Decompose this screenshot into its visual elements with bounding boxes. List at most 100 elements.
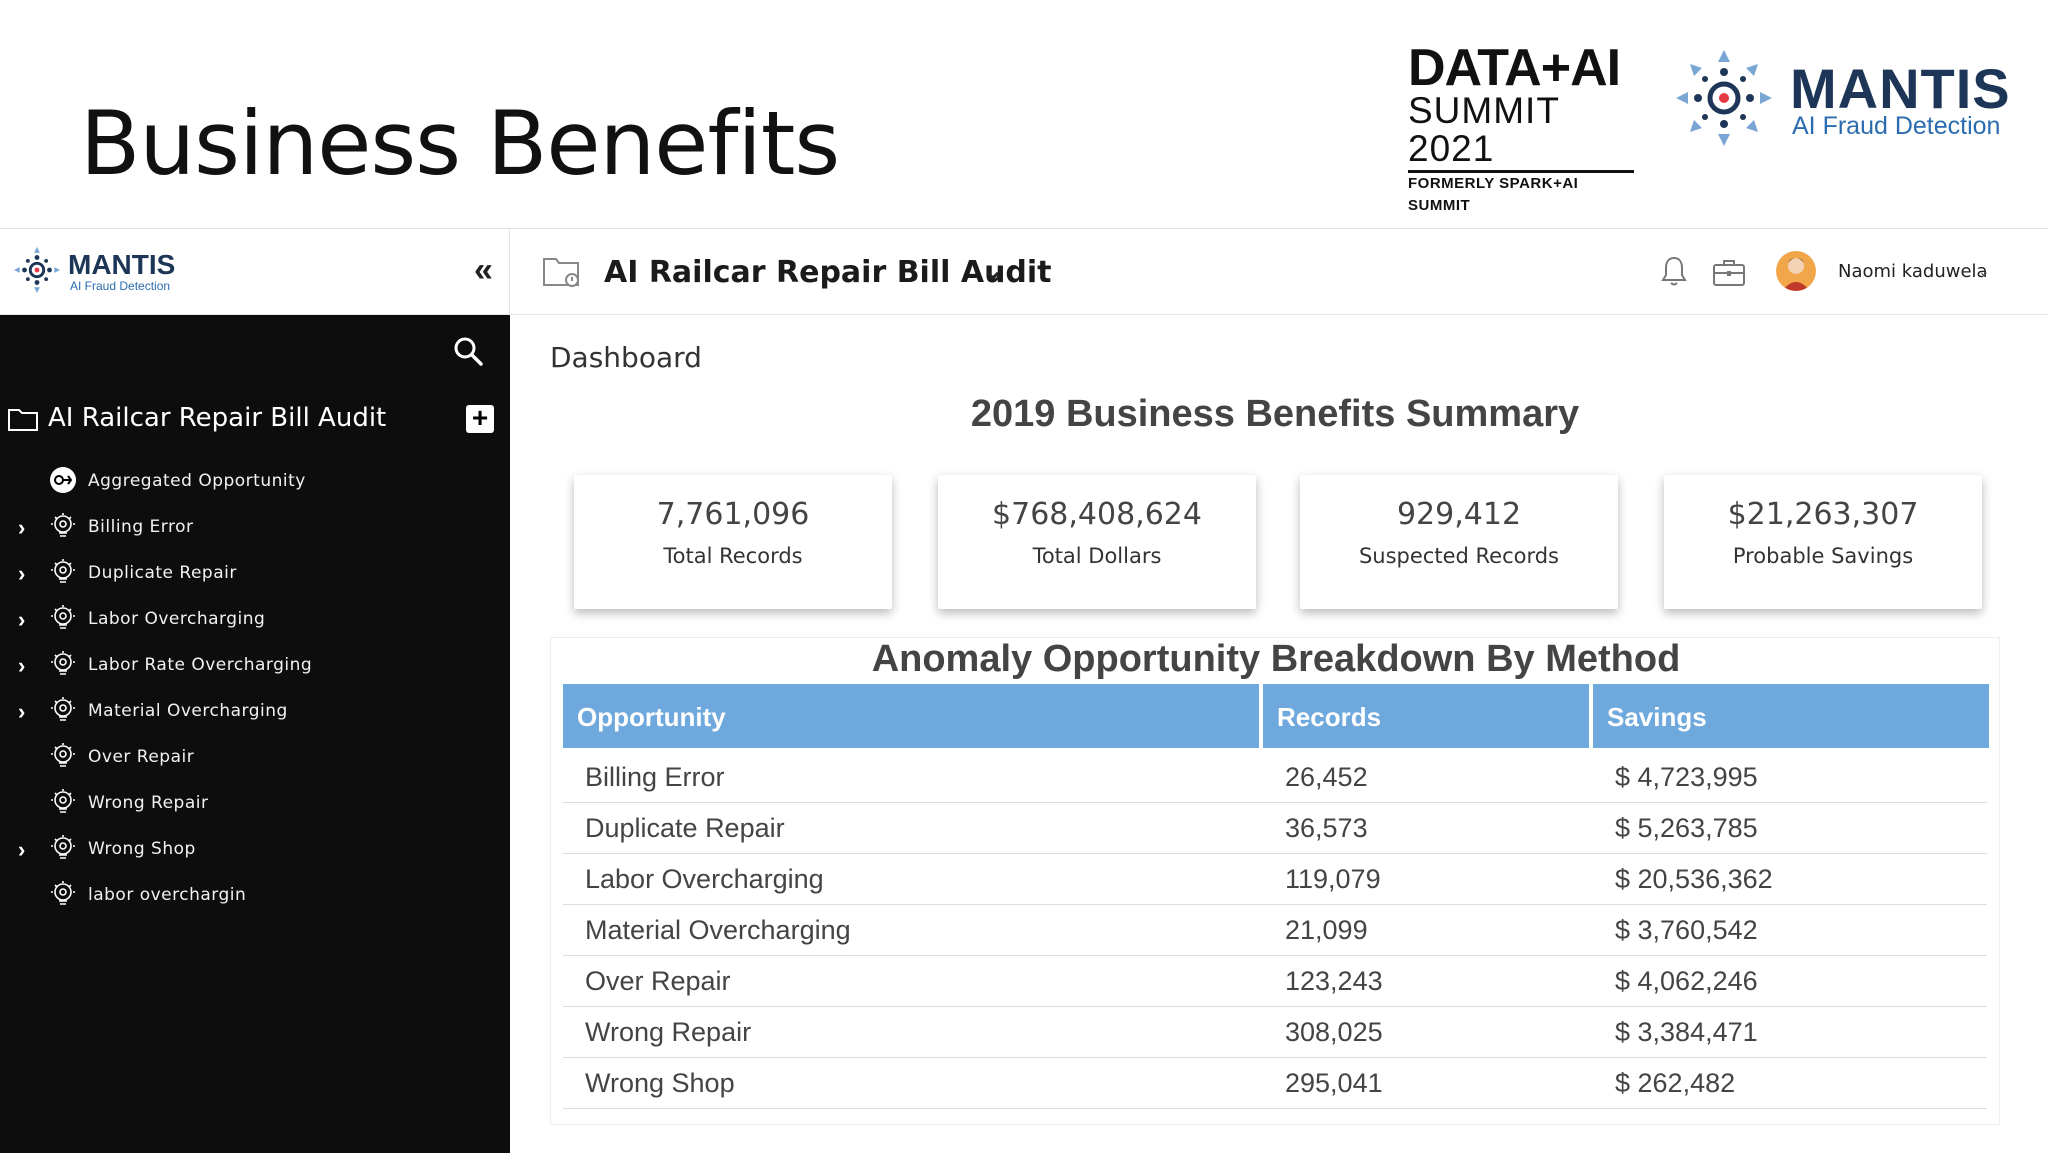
summit-logo-line3: FORMERLY SPARK+AI SUMMIT xyxy=(1408,175,1579,214)
stat-card-probable-savings: $21,263,307 Probable Savings xyxy=(1664,475,1982,609)
sidebar-brand-name: MANTIS xyxy=(68,249,176,280)
stat-caption: Probable Savings xyxy=(1732,544,1914,568)
column-header-records[interactable]: Records xyxy=(1263,684,1589,748)
table-row: Wrong Shop 295,041 $ 262,482 xyxy=(563,1058,1987,1109)
sidebar-item[interactable]: › Labor Overcharging xyxy=(0,597,510,641)
cell-opportunity: Billing Error xyxy=(585,762,725,792)
opportunity-table: Anomaly Opportunity Breakdown By Method … xyxy=(550,637,2000,1125)
slide-title: Business Benefits xyxy=(80,92,840,195)
table-row: Material Overcharging 21,099 $ 3,760,542 xyxy=(563,905,1987,956)
page-title: Dashboard xyxy=(550,341,702,374)
cell-opportunity: Material Overcharging xyxy=(585,915,851,945)
folder-icon xyxy=(8,409,38,431)
chevron-right-icon[interactable]: › xyxy=(18,653,26,678)
lightbulb-gear-icon xyxy=(51,743,75,767)
cell-savings: $ 262,482 xyxy=(1615,1068,1736,1098)
sidebar-brand-tagline: AI Fraud Detection xyxy=(70,279,171,293)
cell-savings: $ 3,384,471 xyxy=(1615,1017,1758,1047)
chevron-right-icon[interactable]: › xyxy=(18,607,26,632)
stat-caption: Suspected Records xyxy=(1358,544,1560,568)
chevron-right-icon[interactable]: › xyxy=(18,837,26,862)
column-header-savings[interactable]: Savings xyxy=(1593,684,1989,748)
avatar[interactable] xyxy=(1776,251,1816,291)
sidebar-item-label: labor overchargin xyxy=(88,885,247,905)
table-row: Duplicate Repair 36,573 $ 5,263,785 xyxy=(563,803,1987,854)
user-menu-chevron-icon[interactable]: ⌄ xyxy=(1978,263,1990,279)
mantis-brand-tagline: AI Fraud Detection xyxy=(1792,112,2001,140)
sidebar-item[interactable]: labor overchargin xyxy=(0,873,510,917)
mantis-brand-logo: MANTIS AI Fraud Detection xyxy=(1672,46,2012,156)
cell-opportunity: Labor Overcharging xyxy=(585,864,824,894)
sidebar-item-label: Labor Rate Overcharging xyxy=(88,655,313,675)
app-window: MANTIS AI Fraud Detection « AI Railcar R… xyxy=(0,228,2048,1153)
cell-opportunity: Wrong Repair xyxy=(585,1017,752,1047)
sidebar-item[interactable]: Over Repair xyxy=(0,735,510,779)
chevron-right-icon[interactable]: › xyxy=(18,561,26,586)
summit-logo-line2: SUMMIT 2021 xyxy=(1408,92,1634,173)
sidebar-item[interactable]: › Material Overcharging xyxy=(0,689,510,733)
cell-records: 295,041 xyxy=(1285,1068,1383,1098)
user-name[interactable]: Naomi kaduwela xyxy=(1838,261,1988,282)
summit-logo: DATA+AI SUMMIT 2021 FORMERLY SPARK+AI SU… xyxy=(1408,39,1634,217)
cell-records: 26,452 xyxy=(1285,762,1368,792)
lightbulb-gear-icon xyxy=(51,835,75,859)
stat-value: $768,408,624 xyxy=(992,497,1202,532)
lightbulb-gear-icon xyxy=(51,559,75,583)
sidebar-item-label: Aggregated Opportunity xyxy=(88,471,306,491)
dashboard: Dashboard 2019 Business Benefits Summary… xyxy=(510,315,2048,1153)
cell-savings: $ 20,536,362 xyxy=(1615,864,1773,894)
stat-card-total-records: 7,761,096 Total Records xyxy=(574,475,892,609)
chevron-right-icon[interactable]: › xyxy=(18,515,26,540)
chevron-right-icon[interactable]: › xyxy=(18,699,26,724)
sidebar-item[interactable]: › Labor Rate Overcharging xyxy=(0,643,510,687)
briefcase-icon[interactable] xyxy=(1712,257,1746,287)
sidebar-item[interactable]: › Billing Error xyxy=(0,505,510,549)
user-avatar-icon xyxy=(1782,258,1810,291)
project-folder-icon xyxy=(543,258,579,287)
sidebar-header: MANTIS AI Fraud Detection « xyxy=(0,229,510,315)
lightbulb-gear-icon xyxy=(51,513,75,537)
cell-opportunity: Over Repair xyxy=(585,966,731,996)
table-row: Over Repair 123,243 $ 4,062,246 xyxy=(563,956,1987,1007)
stat-value: 7,761,096 xyxy=(656,497,810,532)
cell-records: 21,099 xyxy=(1285,915,1368,945)
cell-records: 119,079 xyxy=(1285,864,1381,894)
cell-records: 123,243 xyxy=(1285,966,1383,996)
mantis-small-logo-icon xyxy=(13,246,61,294)
mantis-brand-name: MANTIS xyxy=(1790,57,2011,120)
table-row: Labor Overcharging 119,079 $ 20,536,362 xyxy=(563,854,1987,905)
sidebar-item[interactable]: › Duplicate Repair xyxy=(0,551,510,595)
sidebar-item[interactable]: › Wrong Shop xyxy=(0,827,510,871)
sidebar-item[interactable]: Wrong Repair xyxy=(0,781,510,825)
sidebar-item[interactable]: Aggregated Opportunity xyxy=(0,459,510,503)
cell-records: 308,025 xyxy=(1285,1017,1383,1047)
stat-value: 929,412 xyxy=(1396,497,1522,532)
sidebar-project[interactable]: AI Railcar Repair Bill Audit + xyxy=(0,399,510,439)
sidebar-item-label: Labor Overcharging xyxy=(88,609,266,629)
search-icon[interactable] xyxy=(452,335,484,367)
summary-title: 2019 Business Benefits Summary xyxy=(970,393,1580,435)
column-header-opportunity[interactable]: Opportunity xyxy=(563,684,1259,748)
add-button[interactable]: + xyxy=(466,404,494,433)
cell-opportunity: Wrong Shop xyxy=(585,1068,735,1098)
lightbulb-gear-icon xyxy=(51,697,75,721)
table-row: Wrong Repair 308,025 $ 3,384,471 xyxy=(563,1007,1987,1058)
cell-savings: $ 3,760,542 xyxy=(1615,915,1758,945)
summit-logo-line1: DATA+AI xyxy=(1408,39,1621,97)
stat-caption: Total Dollars xyxy=(1032,544,1162,568)
project-title[interactable]: AI Railcar Repair Bill Audit xyxy=(604,255,1052,290)
cell-records: 36,573 xyxy=(1285,813,1368,843)
lightbulb-gear-icon xyxy=(51,651,75,675)
sidebar-item-label: Wrong Shop xyxy=(88,839,196,859)
cell-savings: $ 4,723,995 xyxy=(1615,762,1758,792)
lightbulb-gear-icon xyxy=(51,605,75,629)
topbar: AI Railcar Repair Bill Audit ⌄ Naomi kad… xyxy=(510,229,2048,315)
chevron-down-icon[interactable]: ⌄ xyxy=(982,255,1004,285)
collapse-sidebar-button[interactable]: « xyxy=(474,251,493,289)
table-title: Anomaly Opportunity Breakdown By Method xyxy=(871,638,1681,680)
stat-card-total-dollars: $768,408,624 Total Dollars xyxy=(938,475,1256,609)
table-row: Billing Error 26,452 $ 4,723,995 xyxy=(563,752,1987,803)
sidebar-project-label: AI Railcar Repair Bill Audit xyxy=(48,403,387,433)
lightbulb-gear-icon xyxy=(51,789,75,813)
bell-icon[interactable] xyxy=(1660,255,1688,287)
